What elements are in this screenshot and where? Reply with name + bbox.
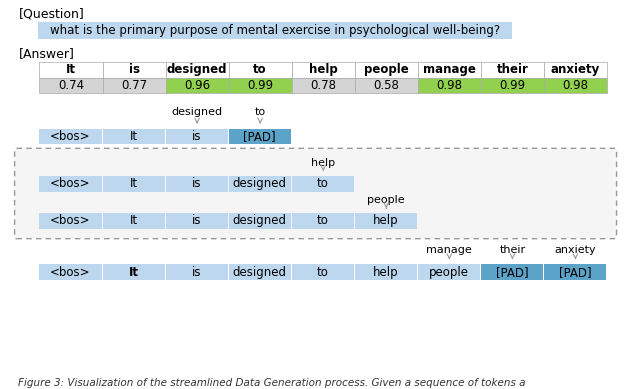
- Text: 0.99: 0.99: [247, 79, 273, 92]
- Text: designed: designed: [172, 107, 223, 117]
- Text: It: It: [129, 177, 138, 190]
- Text: It: It: [129, 214, 138, 228]
- FancyBboxPatch shape: [15, 148, 616, 239]
- FancyBboxPatch shape: [355, 213, 417, 229]
- FancyBboxPatch shape: [40, 176, 102, 191]
- FancyBboxPatch shape: [102, 213, 164, 229]
- Text: 0.58: 0.58: [373, 79, 399, 92]
- Text: is: is: [192, 214, 202, 228]
- FancyBboxPatch shape: [228, 213, 291, 229]
- Text: [Question]: [Question]: [19, 8, 84, 21]
- FancyBboxPatch shape: [40, 264, 102, 280]
- Text: 0.98: 0.98: [563, 79, 589, 92]
- Text: designed: designed: [233, 214, 287, 228]
- FancyBboxPatch shape: [355, 264, 417, 280]
- FancyBboxPatch shape: [544, 62, 607, 77]
- Text: [PAD]: [PAD]: [495, 266, 528, 279]
- FancyBboxPatch shape: [40, 77, 102, 93]
- FancyBboxPatch shape: [481, 62, 544, 77]
- FancyBboxPatch shape: [228, 264, 291, 280]
- Text: manage: manage: [426, 245, 472, 254]
- FancyBboxPatch shape: [166, 264, 228, 280]
- FancyBboxPatch shape: [355, 77, 418, 93]
- Text: what is the primary purpose of mental exercise in psychological well-being?: what is the primary purpose of mental ex…: [50, 24, 500, 37]
- Text: people: people: [367, 195, 405, 205]
- Text: [PAD]: [PAD]: [243, 130, 276, 143]
- Text: help: help: [311, 158, 335, 168]
- Text: designed: designed: [233, 177, 287, 190]
- FancyBboxPatch shape: [40, 129, 102, 144]
- Text: 0.99: 0.99: [499, 79, 525, 92]
- FancyBboxPatch shape: [166, 77, 228, 93]
- Text: 0.98: 0.98: [436, 79, 462, 92]
- FancyBboxPatch shape: [166, 176, 228, 191]
- FancyBboxPatch shape: [355, 62, 418, 77]
- FancyBboxPatch shape: [481, 264, 543, 280]
- FancyBboxPatch shape: [292, 176, 354, 191]
- Text: to: to: [317, 214, 329, 228]
- FancyBboxPatch shape: [418, 77, 481, 93]
- Text: help: help: [373, 266, 399, 279]
- Text: anxiety: anxiety: [551, 63, 600, 76]
- Text: to: to: [317, 177, 329, 190]
- FancyBboxPatch shape: [40, 62, 102, 77]
- Text: 0.77: 0.77: [121, 79, 147, 92]
- FancyBboxPatch shape: [166, 62, 228, 77]
- Text: [Answer]: [Answer]: [19, 47, 74, 60]
- FancyBboxPatch shape: [292, 62, 355, 77]
- FancyBboxPatch shape: [102, 129, 164, 144]
- FancyBboxPatch shape: [102, 176, 164, 191]
- FancyBboxPatch shape: [228, 62, 292, 77]
- FancyBboxPatch shape: [481, 77, 544, 93]
- FancyBboxPatch shape: [292, 213, 354, 229]
- Text: people: people: [364, 63, 409, 76]
- Text: designed: designed: [167, 63, 227, 76]
- Text: their: their: [497, 63, 529, 76]
- Text: <bos>: <bos>: [51, 214, 91, 228]
- Text: 0.74: 0.74: [58, 79, 84, 92]
- Text: is: is: [129, 63, 140, 76]
- FancyBboxPatch shape: [102, 62, 166, 77]
- FancyBboxPatch shape: [292, 77, 355, 93]
- Text: 0.78: 0.78: [310, 79, 336, 92]
- Text: is: is: [192, 177, 202, 190]
- Text: designed: designed: [233, 266, 287, 279]
- FancyBboxPatch shape: [418, 264, 480, 280]
- FancyBboxPatch shape: [166, 129, 228, 144]
- Text: [PAD]: [PAD]: [559, 266, 591, 279]
- Text: help: help: [373, 214, 399, 228]
- FancyBboxPatch shape: [102, 264, 164, 280]
- FancyBboxPatch shape: [418, 62, 481, 77]
- Text: manage: manage: [423, 63, 476, 76]
- Text: It: It: [129, 130, 138, 143]
- FancyBboxPatch shape: [228, 129, 291, 144]
- FancyBboxPatch shape: [292, 264, 354, 280]
- Text: to: to: [317, 266, 329, 279]
- Text: people: people: [429, 266, 469, 279]
- FancyBboxPatch shape: [40, 213, 102, 229]
- Text: is: is: [192, 130, 202, 143]
- FancyBboxPatch shape: [166, 213, 228, 229]
- FancyBboxPatch shape: [544, 264, 606, 280]
- FancyBboxPatch shape: [544, 77, 607, 93]
- Text: <bos>: <bos>: [51, 266, 91, 279]
- Text: help: help: [309, 63, 338, 76]
- Text: Figure 3: Visualization of the streamlined Data Generation process. Given a sequ: Figure 3: Visualization of the streamlin…: [19, 378, 526, 388]
- Text: It: It: [129, 266, 138, 279]
- Text: to: to: [253, 63, 267, 76]
- Text: <bos>: <bos>: [51, 130, 91, 143]
- Text: It: It: [66, 63, 76, 76]
- Text: anxiety: anxiety: [555, 245, 596, 254]
- FancyBboxPatch shape: [38, 22, 513, 39]
- FancyBboxPatch shape: [228, 176, 291, 191]
- Text: to: to: [255, 107, 266, 117]
- FancyBboxPatch shape: [228, 77, 292, 93]
- Text: 0.96: 0.96: [184, 79, 210, 92]
- Text: <bos>: <bos>: [51, 177, 91, 190]
- Text: their: their: [499, 245, 525, 254]
- FancyBboxPatch shape: [102, 77, 166, 93]
- Text: is: is: [192, 266, 202, 279]
